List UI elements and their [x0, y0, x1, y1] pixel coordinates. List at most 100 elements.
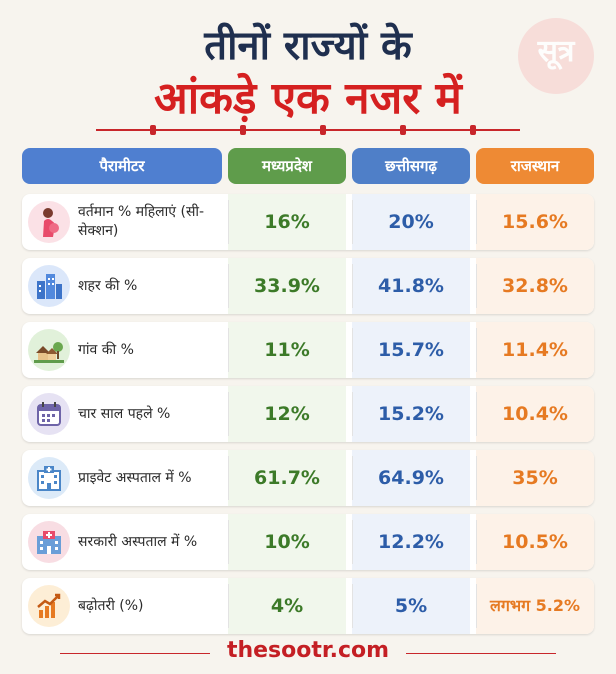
value-chhattisgarh: 41.8%	[378, 275, 444, 297]
column-divider	[476, 456, 477, 500]
column-divider	[228, 392, 229, 436]
value-madhya-pradesh: 61.7%	[254, 467, 320, 489]
table-row: सरकारी अस्पताल में % 10% 12.2% 10.5%	[22, 514, 594, 570]
header-chhattisgarh: छत्तीसगढ़	[352, 148, 470, 184]
village-houses-icon	[28, 329, 70, 371]
value-madhya-pradesh: 11%	[264, 339, 310, 361]
value-rajasthan: लगभग 5.2%	[489, 596, 581, 615]
column-divider	[476, 328, 477, 372]
value-chhattisgarh: 15.7%	[378, 339, 444, 361]
column-divider	[352, 200, 353, 244]
value-rajasthan: 32.8%	[502, 275, 568, 297]
column-divider	[228, 520, 229, 564]
cell-bg-rj	[476, 450, 594, 506]
column-divider	[228, 328, 229, 372]
table-row: बढ़ोतरी (%) 4% 5% लगभग 5.2%	[22, 578, 594, 634]
parameter-label: चार साल पहले %	[78, 405, 171, 422]
cell-bg-mp	[228, 194, 346, 250]
cell-bg-mp	[228, 450, 346, 506]
cell-bg-cg	[352, 386, 470, 442]
column-divider	[476, 264, 477, 308]
title-underline	[96, 129, 520, 131]
cell-bg-rj	[476, 258, 594, 314]
pregnant-woman-icon	[28, 201, 70, 243]
cell-bg-cg	[352, 578, 470, 634]
column-divider	[228, 584, 229, 628]
sootr-logo: सूत्र	[518, 18, 594, 94]
header-rajasthan: राजस्थान	[476, 148, 594, 184]
cell-bg-mp	[228, 322, 346, 378]
logo-text: सूत्र	[537, 34, 575, 69]
value-madhya-pradesh: 16%	[264, 211, 310, 233]
value-rajasthan: 10.5%	[502, 531, 568, 553]
value-rajasthan: 15.6%	[502, 211, 568, 233]
cell-bg-rj	[476, 322, 594, 378]
government-hospital-icon	[28, 521, 70, 563]
column-divider	[352, 264, 353, 308]
parameter-label: बढ़ोतरी (%)	[78, 597, 144, 614]
underline-dot	[150, 125, 156, 135]
value-madhya-pradesh: 4%	[270, 595, 304, 617]
footer-line-left	[60, 653, 210, 654]
private-hospital-icon	[28, 457, 70, 499]
cell-bg-mp	[228, 386, 346, 442]
column-divider	[352, 392, 353, 436]
value-rajasthan: 11.4%	[502, 339, 568, 361]
value-chhattisgarh: 20%	[388, 211, 434, 233]
parameter-label: प्राइवेट अस्पताल में %	[78, 469, 192, 486]
cell-bg-rj	[476, 386, 594, 442]
column-divider	[352, 328, 353, 372]
cell-bg-cg	[352, 194, 470, 250]
table-row: चार साल पहले % 12% 15.2% 10.4%	[22, 386, 594, 442]
cell-bg-mp	[228, 578, 346, 634]
parameter-label: वर्तमान % महिलाएं (सी-सेक्शन)	[78, 204, 205, 239]
column-divider	[352, 520, 353, 564]
value-madhya-pradesh: 33.9%	[254, 275, 320, 297]
value-chhattisgarh: 5%	[394, 595, 428, 617]
cell-bg-cg	[352, 322, 470, 378]
cell-bg-cg	[352, 514, 470, 570]
column-divider	[228, 200, 229, 244]
value-chhattisgarh: 15.2%	[378, 403, 444, 425]
cell-bg-mp	[228, 258, 346, 314]
parameter-label: सरकारी अस्पताल में %	[78, 533, 198, 550]
parameter-label: शहर की %	[78, 277, 138, 294]
footer-website: thesootr.com	[226, 638, 390, 663]
cell-bg-mp	[228, 514, 346, 570]
table-row: प्राइवेट अस्पताल में % 61.7% 64.9% 35%	[22, 450, 594, 506]
value-madhya-pradesh: 12%	[264, 403, 310, 425]
underline-dot	[470, 125, 476, 135]
cell-bg-rj	[476, 194, 594, 250]
value-rajasthan: 10.4%	[502, 403, 568, 425]
city-buildings-icon	[28, 265, 70, 307]
column-divider	[476, 520, 477, 564]
header-parameter: पैरामीटर	[22, 148, 222, 184]
column-divider	[228, 264, 229, 308]
column-divider	[352, 584, 353, 628]
cell-bg-rj	[476, 514, 594, 570]
table-row: शहर की % 33.9% 41.8% 32.8%	[22, 258, 594, 314]
page-title-line2: आंकड़े एक नजर में	[154, 73, 462, 124]
page-title-line1: तीनों राज्यों के	[204, 23, 412, 69]
calendar-icon	[28, 393, 70, 435]
column-divider	[352, 456, 353, 500]
column-divider	[476, 392, 477, 436]
parameter-label: गांव की %	[78, 341, 134, 358]
underline-dot	[240, 125, 246, 135]
growth-chart-icon	[28, 585, 70, 627]
cell-bg-rj	[476, 578, 594, 634]
header-madhya-pradesh: मध्यप्रदेश	[228, 148, 346, 184]
table-row: वर्तमान % महिलाएं (सी-सेक्शन) 16% 20% 15.6%	[22, 194, 594, 250]
cell-bg-cg	[352, 450, 470, 506]
value-chhattisgarh: 64.9%	[378, 467, 444, 489]
column-divider	[476, 200, 477, 244]
underline-dot	[400, 125, 406, 135]
value-rajasthan: 35%	[512, 467, 558, 489]
column-divider	[476, 584, 477, 628]
cell-bg-cg	[352, 258, 470, 314]
value-chhattisgarh: 12.2%	[378, 531, 444, 553]
table-row: गांव की % 11% 15.7% 11.4%	[22, 322, 594, 378]
footer-line-right	[406, 653, 556, 654]
column-divider	[228, 456, 229, 500]
value-madhya-pradesh: 10%	[264, 531, 310, 553]
